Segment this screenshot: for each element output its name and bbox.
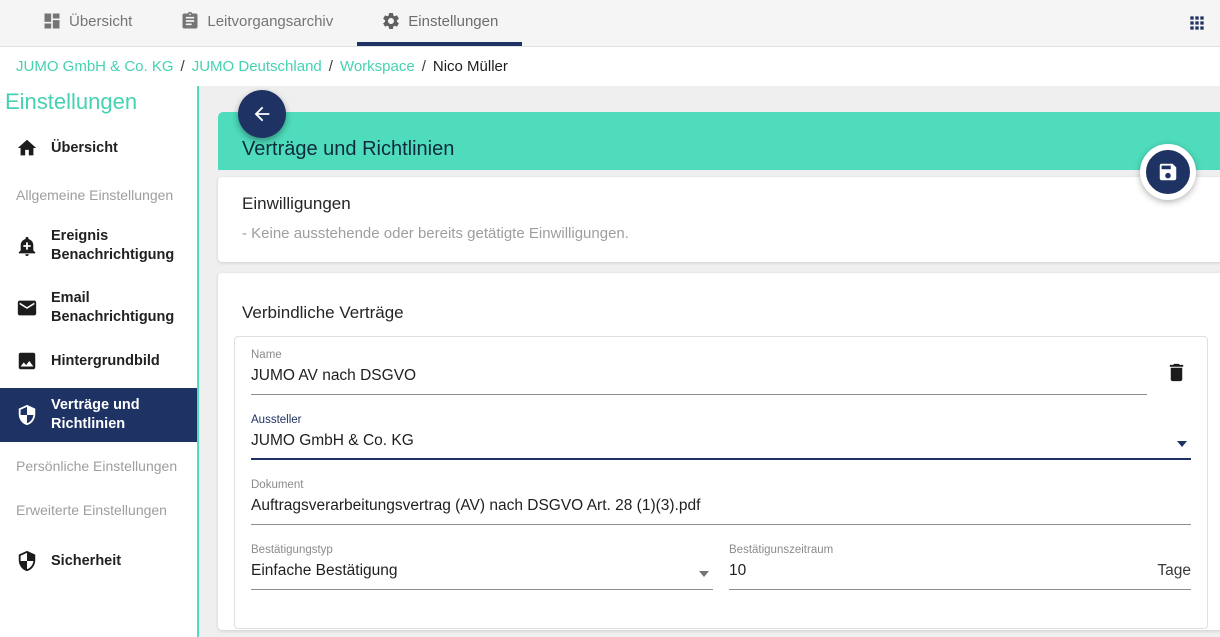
clipboard-icon bbox=[182, 11, 198, 29]
contract-name-label: Name bbox=[251, 349, 282, 361]
main-panel: Verträge und Richtlinien Einwilligungen … bbox=[199, 86, 1220, 637]
sidebar-item-vertraege-und-richtlinien[interactable]: Verträge und Richtlinien bbox=[0, 388, 197, 443]
image-icon bbox=[18, 353, 36, 370]
confirmation-period-field[interactable]: Bestätigunszeitraum 10 Tage bbox=[729, 544, 1191, 590]
dashboard-icon bbox=[44, 13, 60, 29]
home-icon bbox=[17, 139, 37, 156]
tab-einstellungen[interactable]: Einstellungen bbox=[357, 0, 523, 46]
bell-add-icon bbox=[18, 236, 36, 256]
email-icon bbox=[17, 300, 37, 315]
apps-grid-icon bbox=[1190, 16, 1204, 30]
issuer-value[interactable]: JUMO GmbH & Co. KG bbox=[251, 432, 1191, 460]
confirmation-type-select-field[interactable]: Bestätigungstyp Einfache Bestätigung bbox=[251, 544, 713, 590]
sidebar-item-email-benachrichtigung[interactable]: Email Benachrichtigung bbox=[0, 281, 197, 335]
save-button[interactable] bbox=[1140, 144, 1196, 200]
breadcrumb-separator: / bbox=[180, 58, 185, 75]
contract-name-value[interactable]: JUMO AV nach DSGVO bbox=[251, 367, 1147, 395]
breadcrumb-separator: / bbox=[421, 58, 426, 75]
tab-strip: Übersicht Leitvorgangsarchiv Einstellung… bbox=[18, 0, 523, 46]
breadcrumb-item-workspace[interactable]: Workspace bbox=[339, 58, 415, 75]
consents-card: Einwilligungen - Keine ausstehende oder … bbox=[218, 177, 1220, 262]
contracts-title: Verbindliche Verträge bbox=[242, 303, 404, 322]
contract-name-field[interactable]: Name JUMO AV nach DSGVO bbox=[251, 349, 1147, 395]
page-header-bar: Verträge und Richtlinien bbox=[218, 112, 1220, 170]
sidebar-item-sicherheit[interactable]: Sicherheit bbox=[0, 542, 197, 580]
sidebar-item-uebersicht[interactable]: Übersicht bbox=[0, 129, 197, 167]
arrow-back-icon bbox=[254, 106, 270, 122]
document-value[interactable]: Auftragsverarbeitungsvertrag (AV) nach D… bbox=[251, 497, 1191, 525]
tab-label: Leitvorgangsarchiv bbox=[207, 12, 334, 30]
confirmation-period-label: Bestätigunszeitraum bbox=[729, 544, 834, 556]
confirmation-type-label: Bestätigungstyp bbox=[251, 544, 333, 556]
settings-sidebar: Einstellungen Übersicht Allgemeine Einst… bbox=[0, 86, 199, 637]
sidebar-section-persoenliche: Persönliche Einstellungen bbox=[16, 458, 178, 475]
page-title: Verträge und Richtlinien bbox=[242, 138, 455, 160]
apps-grid-button[interactable] bbox=[1183, 9, 1211, 37]
sidebar-section-allgemeine: Allgemeine Einstellungen bbox=[16, 187, 174, 203]
confirmation-period-value[interactable]: 10 bbox=[729, 562, 747, 579]
tab-leitvorgangsarchiv[interactable]: Leitvorgangsarchiv bbox=[156, 0, 357, 46]
chevron-down-icon[interactable] bbox=[699, 571, 709, 577]
sidebar-item-label: Sicherheit bbox=[51, 552, 122, 569]
sidebar-item-label: Ereignis Benachrichtigung bbox=[51, 228, 175, 263]
breadcrumb-separator: / bbox=[328, 58, 333, 75]
tab-label: Einstellungen bbox=[408, 12, 499, 30]
delete-contract-button[interactable] bbox=[1165, 361, 1189, 389]
sidebar-item-ereignis-benachrichtigung[interactable]: Ereignis Benachrichtigung bbox=[0, 219, 197, 273]
chevron-down-icon[interactable] bbox=[1177, 441, 1187, 447]
document-label: Dokument bbox=[251, 479, 304, 491]
trash-icon bbox=[1169, 363, 1184, 382]
breadcrumb-item-org[interactable]: JUMO Deutschland bbox=[191, 58, 322, 75]
sidebar-title: Einstellungen bbox=[5, 89, 138, 114]
confirmation-period-suffix: Tage bbox=[1157, 562, 1191, 579]
sidebar-item-label: Hintergrundbild bbox=[51, 352, 160, 369]
sidebar-item-label: Verträge und Richtlinien bbox=[51, 397, 140, 433]
confirmation-type-value[interactable]: Einfache Bestätigung bbox=[251, 562, 713, 590]
sidebar-item-label: Übersicht bbox=[51, 139, 118, 156]
breadcrumb-item-user: Nico Müller bbox=[432, 58, 508, 75]
breadcrumb-item-company[interactable]: JUMO GmbH & Co. KG bbox=[16, 58, 174, 75]
consents-empty-text: - Keine ausstehende oder bereits getätig… bbox=[242, 225, 629, 242]
save-icon bbox=[1159, 163, 1177, 181]
document-field[interactable]: Dokument Auftragsverarbeitungsvertrag (A… bbox=[251, 479, 1191, 525]
top-tab-bar: Übersicht Leitvorgangsarchiv Einstellung… bbox=[0, 0, 1220, 47]
issuer-select-field[interactable]: Aussteller JUMO GmbH & Co. KG bbox=[251, 414, 1191, 460]
sidebar-item-hintergrundbild[interactable]: Hintergrundbild bbox=[0, 342, 197, 380]
sidebar-section-erweiterte: Erweiterte Einstellungen bbox=[16, 502, 167, 519]
tab-label: Übersicht bbox=[69, 12, 133, 30]
contracts-card: Verbindliche Verträge Name JUMO AV nach … bbox=[218, 273, 1220, 630]
gear-icon bbox=[383, 13, 400, 29]
contract-form-card: Name JUMO AV nach DSGVO Aussteller JUMO … bbox=[234, 336, 1208, 629]
shield-icon bbox=[18, 550, 36, 572]
tab-uebersicht[interactable]: Übersicht bbox=[18, 0, 156, 46]
breadcrumb: JUMO GmbH & Co. KG / JUMO Deutschland / … bbox=[0, 47, 1220, 86]
consents-title: Einwilligungen bbox=[242, 194, 351, 213]
back-button[interactable] bbox=[238, 90, 286, 138]
issuer-label: Aussteller bbox=[251, 414, 302, 426]
shield-icon bbox=[18, 405, 36, 426]
sidebar-item-label: Email Benachrichtigung bbox=[51, 289, 175, 325]
